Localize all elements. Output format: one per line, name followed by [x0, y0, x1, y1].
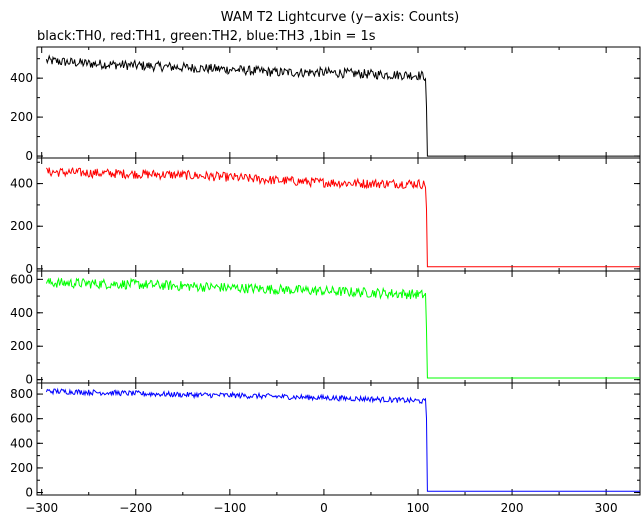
y-tick-label: 0	[25, 149, 33, 163]
y-tick-label: 400	[10, 71, 33, 85]
y-tick-label: 400	[10, 306, 33, 320]
panel-frame	[36, 46, 641, 159]
y-tick-label: 0	[25, 262, 33, 276]
y-tick-label: 0	[25, 486, 33, 500]
x-tick-label: 300	[595, 501, 618, 515]
y-tick-label: 200	[10, 219, 33, 233]
y-tick-label: 200	[10, 461, 33, 475]
y-tick-label: 400	[10, 177, 33, 191]
x-tick-label: 200	[501, 501, 524, 515]
x-tick-label: −300	[25, 501, 58, 515]
x-axis: −300 −200 −100 0 100 200 300	[25, 501, 617, 515]
y-tick-label: 0	[25, 373, 33, 387]
x-tick-label: −200	[119, 501, 152, 515]
series-line-th2	[45, 276, 640, 379]
y-tick-label: 200	[10, 339, 33, 353]
series-line-th3	[45, 387, 640, 492]
y-tick-label: 600	[10, 272, 33, 286]
x-tick-label: −100	[213, 501, 246, 515]
panel-th3: 0 200 400 600 800	[10, 382, 641, 500]
y-tick-label: 800	[10, 387, 33, 401]
y-tick-label: 600	[10, 412, 33, 426]
panel-th2: 0 200 400 600	[10, 270, 641, 387]
panel-th0: 0 200 400	[10, 46, 641, 163]
series-line-th0	[45, 54, 640, 157]
y-tick-label: 200	[10, 110, 33, 124]
series-line-th1	[45, 166, 640, 268]
x-tick-label: 0	[320, 501, 328, 515]
y-tick-label: 400	[10, 436, 33, 450]
panel-frame	[36, 270, 641, 384]
panel-th1: 0 200 400	[10, 157, 641, 276]
chart-subtitle: black:TH0, red:TH1, green:TH2, blue:TH3 …	[37, 29, 376, 44]
x-tick-label: 100	[407, 501, 430, 515]
panel-frame	[36, 382, 641, 496]
chart-title: WAM T2 Lightcurve (y−axis: Counts)	[221, 10, 459, 25]
